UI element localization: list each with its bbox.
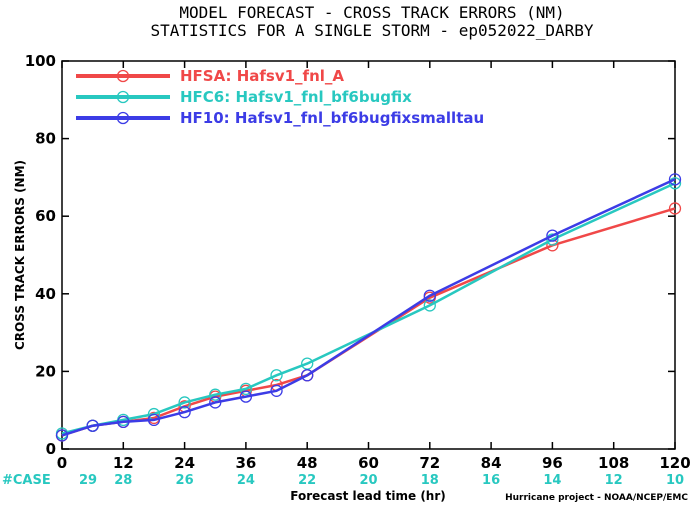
data-point: [668, 177, 682, 190]
data-point: [423, 299, 436, 312]
case-count-row: #CASE 29 28 26 24 22 20 18 16 14 12 10: [2, 473, 684, 488]
x-tick-label: 48: [297, 454, 318, 472]
x-tick-label: 84: [481, 454, 502, 472]
data-point: [209, 388, 222, 401]
data-point: [55, 429, 69, 442]
data-point: [209, 396, 222, 409]
x-tick-label: 96: [542, 454, 563, 472]
data-point: [301, 369, 314, 382]
case-count-value: 14: [543, 473, 561, 488]
series-line: [61, 207, 676, 437]
case-count-label: #CASE: [2, 473, 51, 488]
legend-swatch-marker: [116, 111, 130, 125]
data-point: [270, 384, 283, 397]
data-point: [668, 173, 682, 186]
case-count-value: 28: [114, 473, 132, 488]
y-tick-label: 40: [35, 285, 56, 303]
legend-entry-label: HF10: Hafsv1_fnl_bf6bugfixsmalltau: [180, 109, 484, 127]
legend-swatch-marker: [116, 90, 130, 104]
series-group: [55, 173, 682, 442]
case-count-value: 26: [176, 473, 194, 488]
data-point: [239, 382, 253, 396]
x-tick-label: 108: [598, 454, 629, 472]
data-point: [270, 369, 283, 382]
legend: HFSA: Hafsv1_fnl_A HFC6: Hafsv1_fnl_bf6bu…: [76, 67, 484, 127]
x-tick-label: 72: [419, 454, 440, 472]
x-tick-label: 0: [57, 454, 67, 472]
y-tick-label: 20: [35, 362, 56, 380]
data-point: [423, 289, 436, 302]
data-point: [147, 413, 161, 427]
y-axis-label: CROSS TRACK ERRORS (NM): [13, 160, 27, 350]
data-point: [86, 419, 99, 432]
y-axis: 0 20 40 60 80 100: [25, 52, 675, 458]
case-count-value: 20: [359, 473, 377, 488]
x-axis-label: Forecast lead time (hr): [290, 489, 446, 503]
case-count-value: 29: [79, 473, 97, 488]
case-count-value: 24: [237, 473, 255, 488]
x-tick-label: 12: [113, 454, 134, 472]
x-tick-label: 36: [235, 454, 256, 472]
legend-swatch-marker: [116, 69, 130, 83]
chart-subtitle: STATISTICS FOR A SINGLE STORM - ep052022…: [150, 21, 593, 40]
case-count-value: 22: [298, 473, 316, 488]
case-count-value: 16: [482, 473, 500, 488]
case-count-value: 12: [605, 473, 623, 488]
y-tick-label: 100: [25, 52, 56, 70]
chart-title: MODEL FORECAST - CROSS TRACK ERRORS (NM): [179, 3, 564, 22]
data-point: [668, 202, 682, 215]
legend-entry-label: HFSA: Hafsv1_fnl_A: [180, 67, 344, 85]
series-group: [55, 177, 682, 440]
credit-text: Hurricane project - NOAA/NCEP/EMC: [505, 493, 688, 503]
series-layer: [55, 173, 682, 442]
series-line: [61, 178, 676, 437]
y-tick-label: 80: [35, 130, 56, 148]
x-tick-label: 24: [174, 454, 195, 472]
legend-entry-label: HFC6: Hafsv1_fnl_bf6bugfix: [180, 88, 412, 106]
data-point: [117, 415, 130, 428]
case-count-value: 18: [421, 473, 439, 488]
y-tick-label: 0: [46, 440, 56, 458]
y-tick-label: 60: [35, 207, 56, 225]
x-tick-label: 120: [659, 454, 690, 472]
data-point: [178, 405, 191, 419]
x-tick-label: 60: [358, 454, 379, 472]
data-point: [546, 229, 559, 242]
data-point: [178, 396, 191, 409]
data-point: [239, 390, 253, 403]
series-group: [55, 202, 682, 442]
x-axis: 0 12 24 36 48 60 72 84 96 108 120: [57, 61, 691, 472]
case-count-value: 10: [666, 473, 684, 488]
